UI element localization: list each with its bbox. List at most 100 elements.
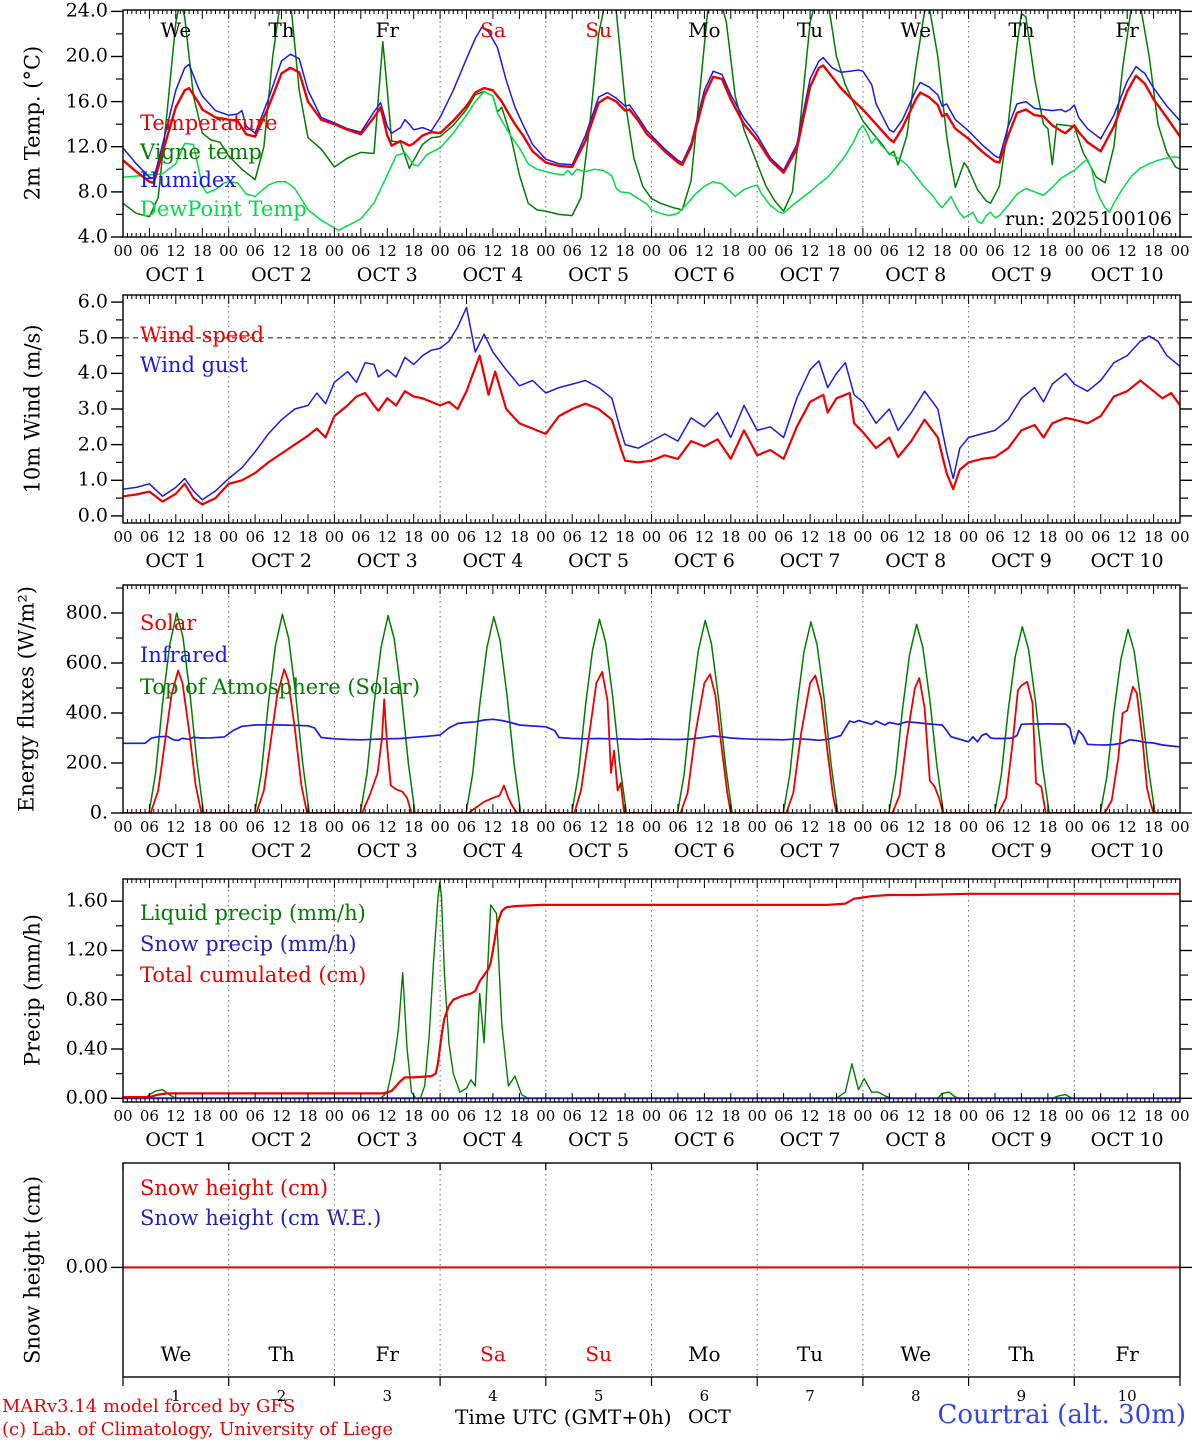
x-tick-label: 12 bbox=[272, 242, 292, 260]
day-label: OCT 10 bbox=[1090, 840, 1164, 862]
x-tick-label: 00 bbox=[1170, 1107, 1190, 1125]
x-tick-label: 06 bbox=[879, 818, 899, 836]
x-tick-label: 06 bbox=[1091, 242, 1111, 260]
credit-line-2: (c) Lab. of Climatology, University of L… bbox=[2, 1419, 394, 1440]
day-label: OCT 6 bbox=[673, 1129, 735, 1151]
x-tick-label: 18 bbox=[1144, 1107, 1164, 1125]
x-tick-label: 18 bbox=[1144, 818, 1164, 836]
x-tick-label: 06 bbox=[456, 242, 477, 260]
x-tick-label: 00 bbox=[641, 818, 662, 836]
x-tick-label: 06 bbox=[668, 1107, 688, 1125]
x-tick-label: 06 bbox=[351, 818, 371, 836]
day-label: OCT 5 bbox=[568, 840, 630, 862]
weekday-label-bottom: Mo bbox=[688, 1342, 721, 1366]
x-tick-label: 18 bbox=[1144, 242, 1164, 260]
y-tick-label: 20.0 bbox=[65, 44, 108, 67]
x-tick-label: 06 bbox=[985, 1107, 1005, 1125]
series-dewpoint bbox=[123, 90, 1180, 231]
weekday-label-top: Mo bbox=[688, 18, 721, 42]
x-tick-label: 00 bbox=[324, 528, 344, 546]
legend-liquid-precip-mm-h: Liquid precip (mm/h) bbox=[140, 901, 366, 925]
x-tick-label: 00 bbox=[1064, 1107, 1084, 1125]
x-tick-label: 00 bbox=[536, 528, 556, 546]
x-tick-label: 00 bbox=[219, 242, 239, 260]
x-tick-label: 00 bbox=[536, 242, 556, 260]
x-tick-label: 12 bbox=[483, 818, 503, 836]
x-tick-label: 18 bbox=[192, 528, 212, 546]
x-tick-label: 18 bbox=[298, 242, 318, 260]
day-label: OCT 3 bbox=[356, 1129, 418, 1151]
x-tick-label: 00 bbox=[113, 818, 133, 836]
x-tick-label: 06 bbox=[139, 528, 159, 546]
x-tick-label: 06 bbox=[456, 818, 477, 836]
x-tick-label: 18 bbox=[721, 242, 741, 260]
x-tick-label: 18 bbox=[615, 242, 635, 260]
x-tick-label: 00 bbox=[853, 242, 873, 260]
day-number-label: 5 bbox=[593, 1387, 604, 1405]
x-tick-label: 06 bbox=[456, 528, 477, 546]
x-tick-label: 18 bbox=[615, 528, 635, 546]
x-tick-label: 06 bbox=[562, 528, 582, 546]
day-label: OCT 2 bbox=[251, 840, 313, 862]
y-axis-title-temp: 2m Temp. (°C) bbox=[20, 45, 45, 201]
day-label: OCT 8 bbox=[885, 264, 947, 286]
day-label: OCT 6 bbox=[673, 264, 735, 286]
x-tick-label: 00 bbox=[853, 528, 873, 546]
weekday-label-bottom: Th bbox=[268, 1342, 295, 1366]
x-tick-label: 00 bbox=[1064, 528, 1084, 546]
day-label: OCT 9 bbox=[990, 1129, 1052, 1151]
x-tick-label: 12 bbox=[1117, 1107, 1137, 1125]
x-tick-label: 00 bbox=[113, 242, 133, 260]
x-tick-label: 00 bbox=[641, 242, 662, 260]
weekday-label-top: We bbox=[160, 18, 192, 42]
x-tick-label: 18 bbox=[932, 818, 952, 836]
legend-snow-height-cm-w-e: Snow height (cm W.E.) bbox=[140, 1206, 382, 1230]
x-tick-label: 06 bbox=[879, 1107, 899, 1125]
x-tick-label: 12 bbox=[589, 242, 609, 260]
panel-temp-series bbox=[123, 10, 1180, 231]
x-tick-label: 12 bbox=[166, 818, 186, 836]
x-tick-label: 18 bbox=[826, 1107, 847, 1125]
day-label: OCT 4 bbox=[462, 840, 524, 862]
series-solar bbox=[123, 668, 1180, 813]
day-label: OCT 2 bbox=[251, 1129, 313, 1151]
x-tick-label: 12 bbox=[800, 1107, 820, 1125]
day-label: OCT 3 bbox=[356, 840, 418, 862]
x-tick-label: 06 bbox=[1091, 818, 1111, 836]
x-tick-label: 06 bbox=[774, 818, 794, 836]
x-tick-label: 00 bbox=[1170, 818, 1190, 836]
x-tick-label: 00 bbox=[959, 242, 979, 260]
x-tick-label: 12 bbox=[906, 242, 926, 260]
weekday-label-top: Th bbox=[1008, 18, 1035, 42]
day-number-label: 3 bbox=[382, 1387, 393, 1405]
x-tick-label: 06 bbox=[668, 528, 688, 546]
y-tick-label: 1.20 bbox=[65, 938, 108, 961]
x-tick-label: 18 bbox=[826, 818, 847, 836]
series-wind_speed bbox=[123, 354, 1180, 506]
x-tick-label: 12 bbox=[1011, 1107, 1031, 1125]
day-label: OCT 1 bbox=[145, 264, 207, 286]
x-tick-label: 18 bbox=[509, 1107, 529, 1125]
day-label: OCT 7 bbox=[779, 550, 841, 572]
day-label: OCT 3 bbox=[356, 264, 418, 286]
series-wind_gust bbox=[123, 306, 1180, 501]
x-tick-label: 18 bbox=[404, 242, 424, 260]
day-label: OCT 9 bbox=[990, 840, 1052, 862]
day-label: OCT 7 bbox=[779, 264, 841, 286]
x-tick-label: 06 bbox=[985, 528, 1005, 546]
y-tick-label: 0.0 bbox=[77, 504, 108, 527]
run-label: run: 2025100106 bbox=[1005, 208, 1172, 230]
x-tick-label: 00 bbox=[853, 818, 873, 836]
credit-line-1: MARv3.14 model forced by GFS bbox=[2, 1396, 296, 1417]
x-tick-label: 06 bbox=[245, 818, 265, 836]
y-tick-label: 400. bbox=[65, 701, 108, 724]
y-axis-title-wind: 10m Wind (m/s) bbox=[20, 324, 45, 494]
station-label: Courtrai (alt. 30m) bbox=[937, 1400, 1187, 1430]
weekday-label-top: Su bbox=[585, 18, 612, 42]
x-tick-label: 00 bbox=[324, 1107, 344, 1125]
day-label: OCT 1 bbox=[145, 1129, 207, 1151]
x-tick-label: 12 bbox=[166, 242, 186, 260]
day-label: OCT 6 bbox=[673, 550, 735, 572]
x-tick-label: 00 bbox=[1170, 528, 1190, 546]
